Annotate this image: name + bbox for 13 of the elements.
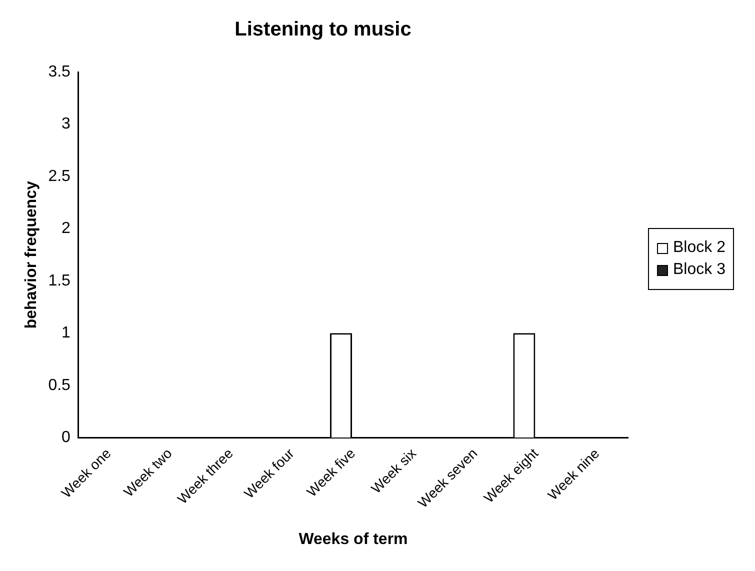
y-tick-label: 0.5 [48,376,71,394]
y-axis-title: behavior frequency [23,180,40,329]
y-tick-label: 2.5 [48,168,71,185]
y-tick-label: 1 [62,324,71,342]
y-tick-label: 2 [62,220,71,238]
y-tick-label: 3 [62,116,71,133]
y-tick-label: 3.5 [48,63,71,80]
text: Block 2 [673,239,726,257]
y-tick-label: 1.5 [48,272,71,290]
y-tick-label: 0 [62,429,71,446]
x-axis-title: Weeks of term [298,530,408,548]
legend-label: Block 3 [673,261,726,279]
chart-title: Listening to music [234,18,412,41]
